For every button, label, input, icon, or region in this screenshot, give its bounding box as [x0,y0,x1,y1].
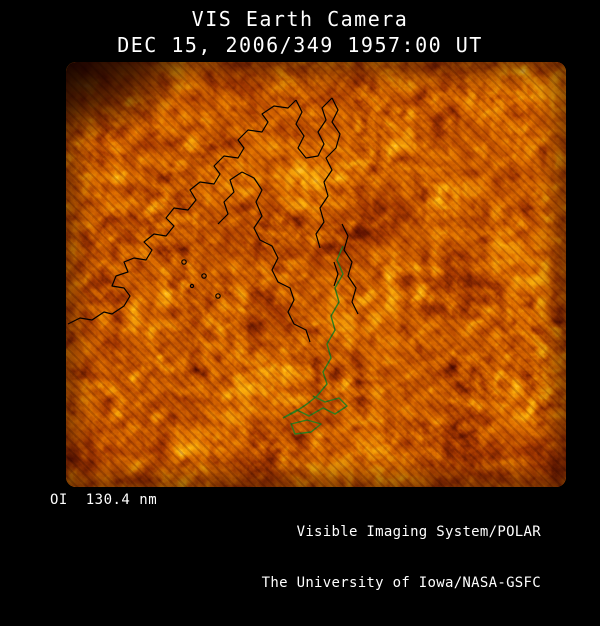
image-timestamp: DEC 15, 2006/349 1957:00 UT [117,33,483,57]
green-coastline-overlay [282,245,348,435]
wavelength-label: OI 130.4 nm [50,492,158,508]
airglow-texture [66,62,566,487]
vis-earth-camera-screen: VIS Earth Camera DEC 15, 2006/349 1957:0… [50,7,566,591]
credits-block: Visible Imaging System/POLAR The Univers… [262,490,541,626]
earth-camera-image [66,62,566,487]
image-title: VIS Earth Camera [191,7,409,31]
credit-line-2: The University of Iowa/NASA-GSFC [261,575,541,591]
credit-line-1: Visible Imaging System/POLAR [296,524,541,540]
